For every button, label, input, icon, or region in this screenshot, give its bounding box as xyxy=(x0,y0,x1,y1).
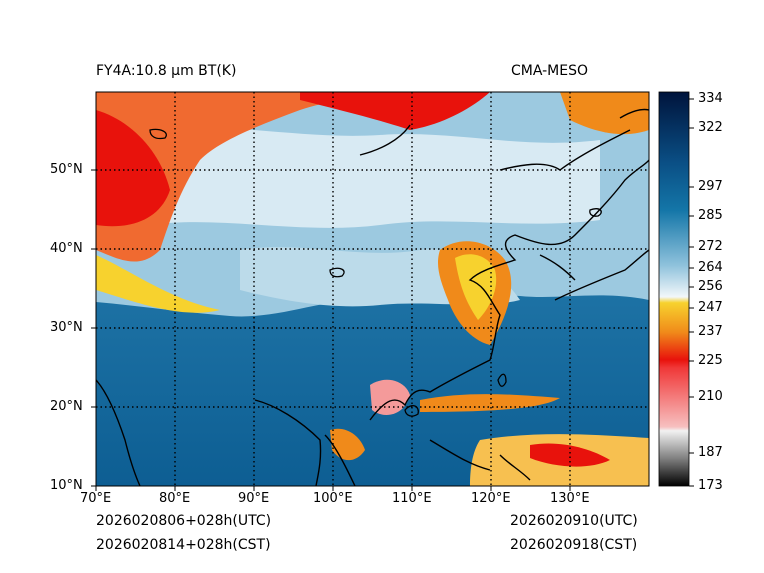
coastlines xyxy=(96,108,649,486)
lon-label-120e: 120°E xyxy=(471,491,511,506)
init-time-cst: 2026020814+028h(CST) xyxy=(96,537,271,553)
lat-label-20n: 20°N xyxy=(50,399,83,414)
lon-label-70e: 70°E xyxy=(80,491,112,506)
lon-label-110e: 110°E xyxy=(392,491,432,506)
convective-cells-indochina xyxy=(330,428,365,461)
colorbar-ticks xyxy=(689,98,694,487)
cbar-tick-173: 173 xyxy=(698,478,723,493)
cold-cloud-northwest-core xyxy=(96,110,170,227)
cbar-tick-210: 210 xyxy=(698,389,723,404)
source-title: CMA-MESO xyxy=(511,63,589,79)
colorbar-gradient xyxy=(658,91,690,487)
cbar-tick-322: 322 xyxy=(698,120,723,135)
lon-label-130e: 130°E xyxy=(550,491,590,506)
valid-time-utc: 2026020910(UTC) xyxy=(510,513,638,529)
lon-label-80e: 80°E xyxy=(159,491,191,506)
cbar-tick-247: 247 xyxy=(698,300,723,315)
cold-cloud-northwest xyxy=(96,92,420,262)
cbar-tick-187: 187 xyxy=(698,445,723,460)
cbar-tick-272: 272 xyxy=(698,239,723,254)
convective-band-south xyxy=(420,394,560,412)
lat-label-30n: 30°N xyxy=(50,320,83,335)
cold-cloud-northwest-yellow xyxy=(96,255,220,313)
convective-cells-south-china-sea xyxy=(370,379,410,415)
cbar-tick-334: 334 xyxy=(698,91,723,106)
lon-label-90e: 90°E xyxy=(238,491,270,506)
axis-ticks xyxy=(91,169,571,491)
lat-label-50n: 50°N xyxy=(50,162,83,177)
cloud-field-north-bright xyxy=(150,127,600,228)
cbar-tick-264: 264 xyxy=(698,260,723,275)
cold-cloud-north-band xyxy=(300,92,490,130)
lat-label-40n: 40°N xyxy=(50,241,83,256)
map-frame xyxy=(95,91,650,487)
lat-label-10n: 10°N xyxy=(50,478,83,493)
cbar-tick-237: 237 xyxy=(698,324,723,339)
cbar-tick-225: 225 xyxy=(698,353,723,368)
cold-cloud-northeast xyxy=(560,92,649,135)
init-time-utc: 2026020806+028h(UTC) xyxy=(96,513,272,529)
cbar-tick-297: 297 xyxy=(698,179,723,194)
islands xyxy=(149,128,602,417)
convective-cluster-southeast-red xyxy=(530,443,610,467)
cbar-tick-256: 256 xyxy=(698,279,723,294)
valid-time-cst: 2026020918(CST) xyxy=(510,537,638,553)
cbar-tick-285: 285 xyxy=(698,208,723,223)
lon-label-100e: 100°E xyxy=(313,491,353,506)
product-title: FY4A:10.8 µm BT(K) xyxy=(96,63,237,79)
